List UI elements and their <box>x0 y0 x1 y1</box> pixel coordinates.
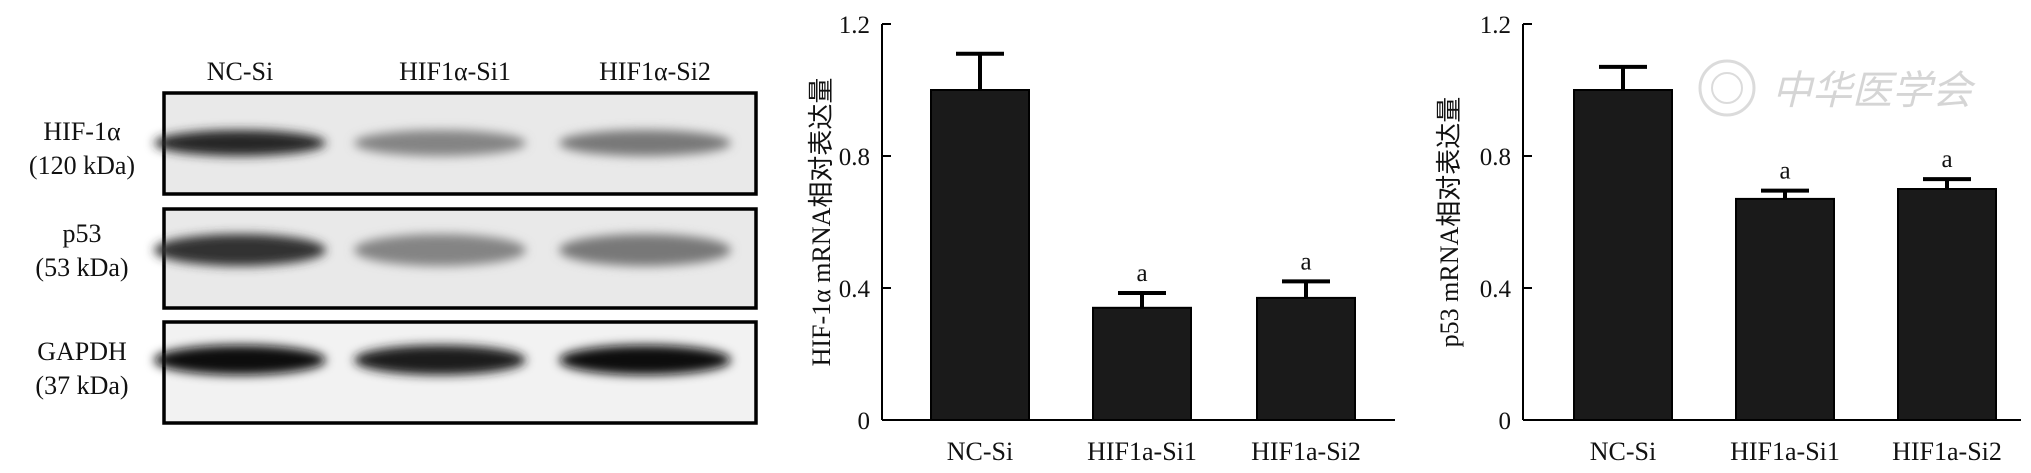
protein-name: HIF-1α <box>43 117 121 146</box>
protein-name: p53 <box>63 219 102 248</box>
x-tick-label: NC-Si <box>1590 437 1656 466</box>
protein-name: GAPDH <box>37 337 127 366</box>
significance-label: a <box>1300 248 1311 275</box>
blot-band <box>354 130 526 156</box>
blot-band <box>559 345 731 375</box>
lane-label: NC-Si <box>207 57 273 86</box>
y-tick-label: 0 <box>1499 408 1512 435</box>
x-tick-label: HIF1a-Si2 <box>1251 437 1361 466</box>
lane-label: HIF1α-Si2 <box>599 57 711 86</box>
bar <box>1735 197 1835 421</box>
watermark-seal-inner <box>1711 72 1743 104</box>
blot-band <box>354 345 526 375</box>
x-tick-label: HIF1a-Si2 <box>1892 437 2002 466</box>
lane-label: HIF1α-Si1 <box>399 57 511 86</box>
protein-size: (53 kDa) <box>35 253 128 282</box>
y-tick-label: 0.8 <box>839 144 870 171</box>
blot-row: GAPDH (37 kDa) <box>35 320 758 425</box>
y-axis-label: p53 mRNA相对表达量 <box>1435 97 1464 348</box>
y-tick-label: 0.4 <box>839 276 871 303</box>
significance-label: a <box>1136 260 1147 287</box>
protein-size: (37 kDa) <box>35 371 128 400</box>
y-tick-label: 1.2 <box>839 12 870 39</box>
watermark: 中华医学会 <box>1698 59 1976 117</box>
bar <box>1256 296 1356 421</box>
significance-label: a <box>1779 158 1790 185</box>
y-axis-label: HIF-1α mRNA相对表达量 <box>807 78 836 367</box>
x-tick-label: HIF1a-Si1 <box>1730 437 1840 466</box>
blot-band <box>559 130 731 156</box>
bar <box>1573 89 1673 421</box>
protein-size: (120 kDa) <box>29 151 135 180</box>
watermark-seal-icon <box>1698 59 1756 117</box>
y-tick-label: 0.4 <box>1480 276 1512 303</box>
western-blot-panel: NC-Si HIF1α-Si1 HIF1α-Si2 HIF-1α (120 kD… <box>29 57 758 425</box>
bar <box>1897 188 1997 421</box>
blot-band <box>154 234 326 266</box>
blot-row: HIF-1α (120 kDa) <box>29 91 758 196</box>
blot-row: p53 (53 kDa) <box>35 207 758 310</box>
p53-mrna-chart: p53 mRNA相对表达量 0 0.4 0.8 1.2 NC-Si a HIF1a-Si1… <box>1435 12 2021 466</box>
x-tick-label: HIF1a-Si1 <box>1087 437 1197 466</box>
bar <box>1092 306 1192 421</box>
blot-band <box>354 234 526 266</box>
y-tick-label: 1.2 <box>1480 12 1511 39</box>
bar <box>930 89 1030 421</box>
blot-band <box>154 130 326 156</box>
blot-band <box>559 234 731 266</box>
x-tick-label: NC-Si <box>947 437 1013 466</box>
watermark-text: 中华医学会 <box>1772 68 1976 113</box>
blot-band <box>154 345 326 375</box>
y-tick-label: 0 <box>858 408 871 435</box>
y-tick-label: 0.8 <box>1480 144 1511 171</box>
significance-label: a <box>1941 146 1952 173</box>
hif1a-mrna-chart: HIF-1α mRNA相对表达量 0 0.4 0.8 1.2 NC-Si a HIF1a-… <box>807 12 1395 466</box>
